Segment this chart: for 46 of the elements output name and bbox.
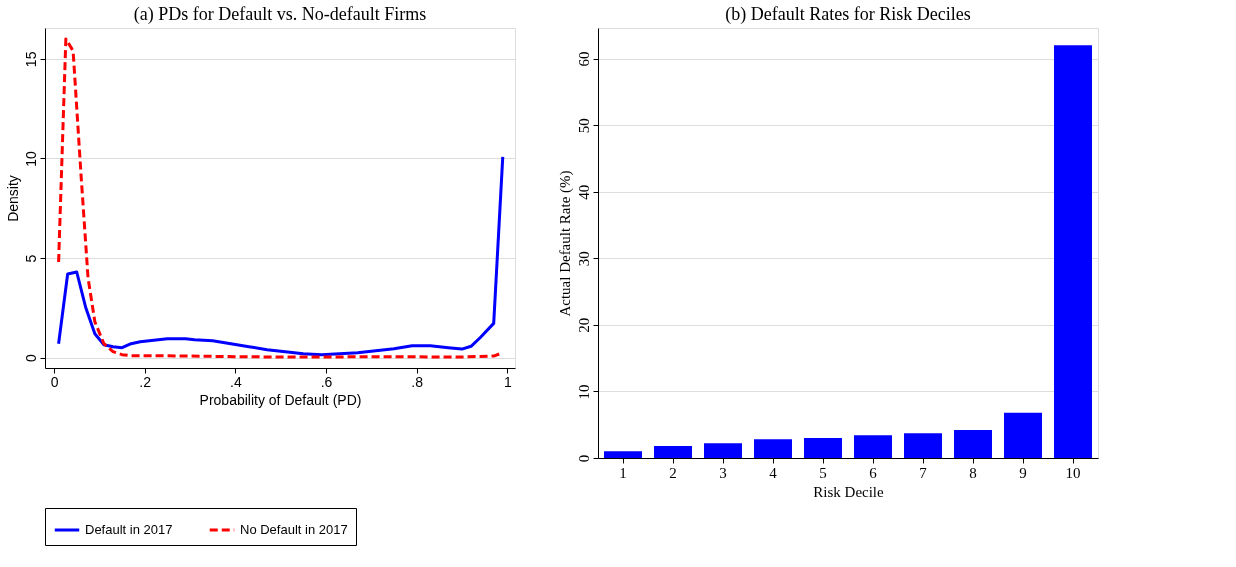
y-tick-label: 15 xyxy=(22,51,39,68)
x-axis-title: Risk Decile xyxy=(813,483,885,500)
y-tick-label: 10 xyxy=(575,384,592,400)
x-tick-label: 1 xyxy=(619,464,627,481)
bar xyxy=(904,433,942,458)
line-series xyxy=(57,155,505,357)
legend-label: No Default in 2017 xyxy=(240,522,348,537)
x-tick-label: 7 xyxy=(919,464,928,481)
x-tick-label: 2 xyxy=(669,464,677,481)
bar xyxy=(854,435,892,458)
y-tick-label: 50 xyxy=(575,118,592,134)
bar xyxy=(1004,412,1042,458)
x-axis-title: Probability of Default (PD) xyxy=(199,391,362,408)
bar xyxy=(954,430,992,458)
x-tick-label: 0 xyxy=(50,373,59,390)
bar xyxy=(1054,45,1092,458)
x-tick-label: .2 xyxy=(139,373,152,390)
y-axis-title: Density xyxy=(4,175,21,222)
y-tick-label: 5 xyxy=(22,254,39,263)
bar xyxy=(604,451,642,458)
y-tick-label: 0 xyxy=(22,354,39,363)
chart-title: (a) PDs for Default vs. No-default Firms xyxy=(133,4,427,25)
x-tick-label: .6 xyxy=(320,373,333,390)
x-tick-label: 6 xyxy=(869,464,878,481)
y-axis-title: Actual Default Rate (%) xyxy=(556,170,574,317)
bar xyxy=(804,438,842,458)
x-tick-label: 1 xyxy=(503,373,512,390)
legend-label: Default in 2017 xyxy=(85,522,173,537)
y-tick-label: 10 xyxy=(22,150,39,167)
y-tick-label: 40 xyxy=(575,184,592,200)
x-tick-label: 9 xyxy=(1019,464,1027,481)
x-tick-label: 5 xyxy=(819,464,827,481)
bar xyxy=(704,443,742,458)
y-tick-label: 30 xyxy=(575,251,592,267)
bar xyxy=(754,439,792,458)
bar xyxy=(654,446,692,458)
x-tick-label: 10 xyxy=(1065,464,1081,481)
x-tick-label: 3 xyxy=(719,464,727,481)
y-tick-label: 60 xyxy=(575,51,592,67)
x-tick-label: .8 xyxy=(411,373,424,390)
x-tick-label: .4 xyxy=(230,373,242,390)
x-tick-label: 4 xyxy=(769,464,778,481)
y-tick-label: 20 xyxy=(575,317,592,333)
chart-title: (b) Default Rates for Risk Deciles xyxy=(725,4,971,25)
x-tick-label: 8 xyxy=(969,464,977,481)
y-tick-label: 0 xyxy=(575,454,592,463)
